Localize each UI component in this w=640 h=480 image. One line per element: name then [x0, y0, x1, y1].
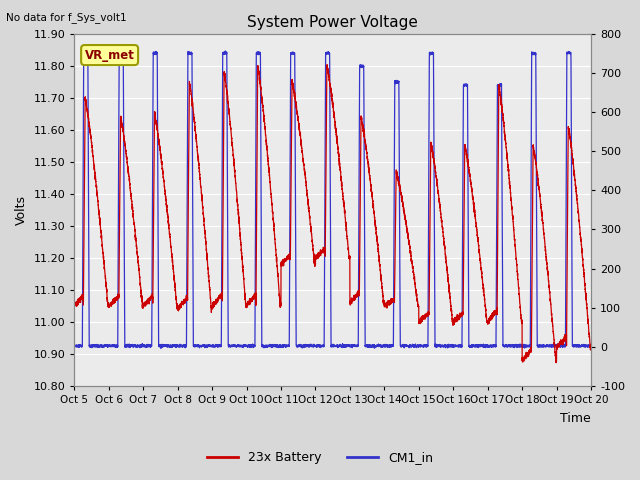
Line: CM1_in: CM1_in — [74, 48, 591, 348]
23x Battery — [583, 306, 591, 312]
CM1_in — [302, 344, 310, 350]
23x Battery — [191, 118, 198, 123]
Text: VR_met: VR_met — [84, 48, 134, 61]
23x Battery — [323, 62, 331, 68]
23x Battery — [193, 144, 201, 150]
Y-axis label: Volts: Volts — [15, 195, 28, 225]
23x Battery — [552, 360, 560, 366]
23x Battery — [196, 171, 204, 177]
CM1_in — [196, 343, 204, 349]
X-axis label: Time: Time — [560, 412, 591, 425]
CM1_in — [157, 346, 164, 351]
23x Battery — [302, 180, 310, 185]
CM1_in — [583, 343, 591, 349]
CM1_in — [83, 45, 90, 51]
23x Battery — [70, 303, 78, 309]
CM1_in — [193, 342, 201, 348]
23x Battery — [265, 166, 273, 172]
Line: 23x Battery: 23x Battery — [74, 65, 591, 363]
Text: No data for f_Sys_volt1: No data for f_Sys_volt1 — [6, 12, 127, 23]
23x Battery — [587, 346, 595, 352]
CM1_in — [266, 343, 273, 349]
Legend: 23x Battery, CM1_in: 23x Battery, CM1_in — [202, 446, 438, 469]
CM1_in — [70, 344, 78, 349]
CM1_in — [587, 342, 595, 348]
CM1_in — [191, 343, 198, 348]
Title: System Power Voltage: System Power Voltage — [247, 15, 418, 30]
